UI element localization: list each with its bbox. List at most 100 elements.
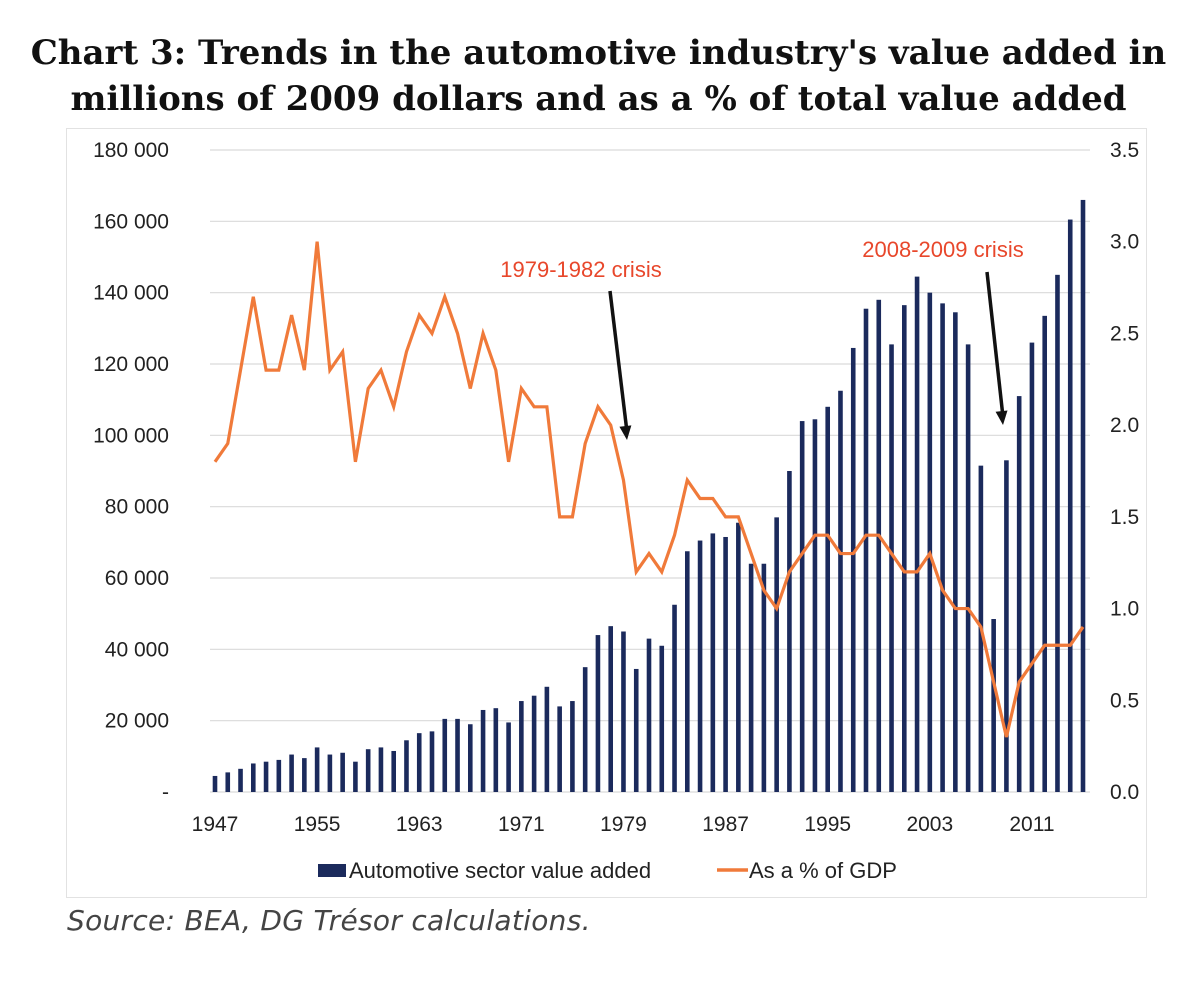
- line-series: [213, 241, 1085, 738]
- annotation-arrow: [985, 271, 1005, 418]
- bar: [467, 724, 473, 792]
- right-axis-tick-label: 0.5: [1110, 689, 1139, 712]
- x-axis-tick-label: 1947: [192, 813, 239, 836]
- bar: [991, 619, 996, 792]
- line-series-path: [213, 241, 1085, 738]
- x-axis-tick-label: 2011: [1009, 813, 1054, 836]
- bar: [889, 344, 894, 792]
- bar: [340, 752, 345, 792]
- x-axis-ticks: 1947 1955 1963 1971 1979 1987 1995 2003 2011: [192, 813, 1055, 836]
- bar: [748, 563, 754, 792]
- source-note: Source: BEA, DG Trésor calculations.: [67, 904, 591, 937]
- bar: [480, 709, 486, 792]
- right-axis-tick-label: 3.5: [1110, 139, 1139, 162]
- bar: [238, 768, 243, 792]
- bar: [365, 749, 371, 792]
- right-axis-tick-label: 1.5: [1110, 506, 1139, 529]
- annotation-label: 2008-2009 crisis: [862, 237, 1023, 262]
- annotation-arrowhead: [619, 425, 632, 440]
- bar: [799, 421, 805, 792]
- bar: [1080, 199, 1086, 792]
- bar: [633, 668, 639, 792]
- bar: [314, 747, 320, 792]
- right-axis-tick-label: 0.0: [1110, 781, 1139, 804]
- bar: [697, 540, 703, 792]
- chart-title: Chart 3: Trends in the automotive indust…: [0, 30, 1197, 122]
- bar: [1029, 342, 1035, 792]
- bar: [736, 522, 741, 792]
- x-axis-tick-label: 1963: [396, 813, 443, 836]
- bar: [825, 406, 831, 792]
- left-axis-tick-label: 60 000: [105, 567, 169, 590]
- bar: [863, 308, 869, 792]
- legend-swatch-bars: [318, 864, 346, 877]
- annotation-arrowhead: [995, 410, 1008, 425]
- bar: [442, 718, 448, 792]
- bar: [225, 772, 231, 792]
- bar: [531, 695, 537, 792]
- bar: [953, 312, 958, 792]
- bar: [404, 740, 409, 792]
- x-axis-tick-label: 2003: [906, 813, 953, 836]
- bars-series: [212, 199, 1086, 793]
- legend: Automotive sector value added As a % of G…: [318, 858, 897, 883]
- bar: [570, 701, 575, 792]
- bar: [1042, 315, 1048, 792]
- bar: [212, 775, 218, 792]
- bar: [659, 645, 665, 792]
- bar: [353, 761, 358, 792]
- x-axis-tick-label: 1987: [702, 813, 749, 836]
- bar: [1067, 219, 1073, 793]
- x-axis-tick-label: 1955: [294, 813, 341, 836]
- bar: [876, 299, 882, 792]
- bar: [416, 733, 422, 792]
- bar: [761, 563, 767, 792]
- chart-title-line-2: millions of 2009 dollars and as a % of t…: [70, 79, 1127, 119]
- bar: [608, 626, 614, 792]
- legend-label-line: As a % of GDP: [749, 858, 897, 883]
- legend-label-bars: Automotive sector value added: [349, 858, 651, 883]
- left-axis-tick-label: 80 000: [105, 496, 169, 519]
- annotation-arrow: [608, 290, 629, 433]
- bar: [595, 635, 601, 792]
- left-axis-ticks: - 20 000 40 000 60 000 80 000 100 000 120 000 1…: [93, 139, 169, 804]
- bar: [1004, 460, 1009, 792]
- chart-title-line-1: Chart 3: Trends in the automotive indust…: [30, 33, 1167, 73]
- bar: [672, 604, 677, 792]
- x-axis-tick-label: 1995: [804, 813, 851, 836]
- x-axis-tick-label: 1971: [498, 813, 545, 836]
- bar: [723, 536, 728, 792]
- bar: [391, 750, 397, 792]
- bar: [621, 631, 626, 792]
- right-axis-tick-label: 3.0: [1110, 231, 1139, 254]
- bar: [787, 471, 792, 792]
- bar: [850, 347, 856, 792]
- right-axis-tick-label: 2.0: [1110, 414, 1139, 437]
- bar: [582, 667, 588, 792]
- bar: [289, 754, 294, 792]
- left-axis-tick-label: 40 000: [105, 638, 169, 661]
- bar: [493, 708, 499, 792]
- bar: [914, 276, 920, 792]
- bar: [378, 747, 384, 792]
- bar: [1016, 396, 1022, 792]
- bar: [812, 419, 818, 792]
- annotation-label: 1979-1982 crisis: [500, 257, 661, 282]
- bar: [429, 731, 435, 792]
- bar: [557, 706, 562, 792]
- left-axis-tick-label: 100 000: [93, 424, 169, 447]
- bar: [544, 686, 550, 792]
- bar: [506, 722, 511, 792]
- right-axis-ticks: 0.0 0.5 1.0 1.5 2.0 2.5 3.0 3.5: [1110, 139, 1139, 804]
- bar: [901, 305, 907, 792]
- bar: [263, 761, 269, 792]
- left-axis-tick-label: 160 000: [93, 210, 169, 233]
- right-axis-tick-label: 1.0: [1110, 598, 1139, 621]
- bar: [646, 638, 652, 792]
- bar: [940, 303, 945, 792]
- bar: [519, 701, 524, 792]
- left-axis-tick-label: 120 000: [93, 353, 169, 376]
- chart-frame: [66, 128, 1147, 898]
- bar: [965, 344, 971, 792]
